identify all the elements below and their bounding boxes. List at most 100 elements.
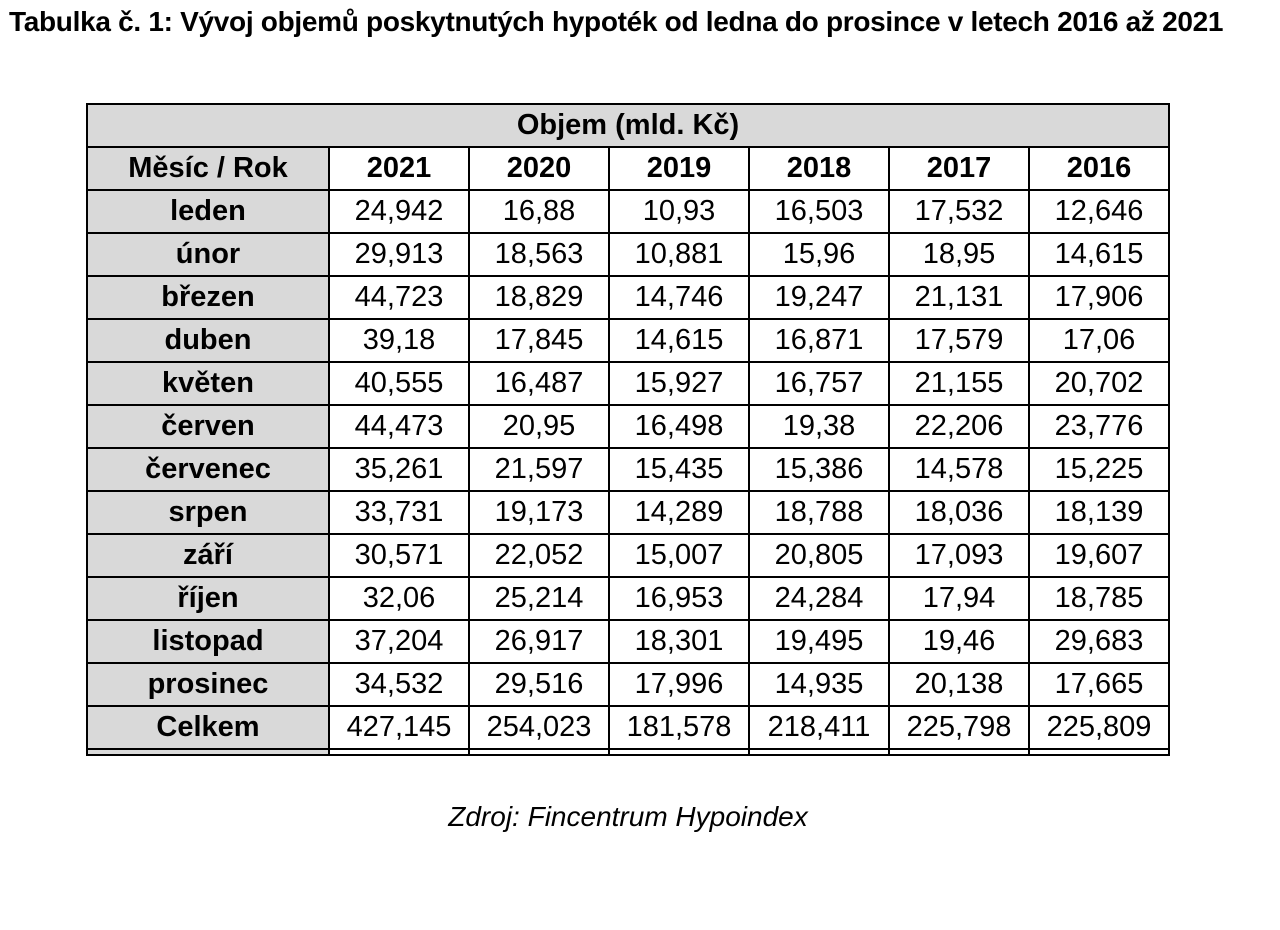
value-cell: 24,284 (748, 576, 890, 621)
table-row: duben 39,18 17,845 14,615 16,871 17,579 17,06 (86, 318, 1171, 363)
value-cell: 25,214 (468, 576, 610, 621)
value-cell: 16,953 (608, 576, 750, 621)
table-row: červenec 35,261 21,597 15,435 15,386 14,578 15… (86, 447, 1171, 492)
value-cell: 15,96 (748, 232, 890, 277)
source-note: Zdroj: Fincentrum Hypoindex (448, 801, 808, 832)
total-row: Celkem 427,145 254,023 181,578 218,411 2… (86, 705, 1171, 750)
cropped-partial-cell (1027, 748, 1171, 756)
table-row: leden 24,942 16,88 10,93 16,503 17,532 12,646 (86, 189, 1171, 234)
table-row: červen 44,473 20,95 16,498 19,38 22,206 23,776 (86, 404, 1171, 449)
value-cell: 17,093 (888, 533, 1030, 578)
value-cell: 18,139 (1027, 490, 1171, 535)
value-cell: 12,646 (1027, 189, 1171, 234)
value-cell: 17,906 (1027, 275, 1171, 320)
document-title: Tabulka č. 1: Vývoj objemů poskytnutých … (9, 6, 1224, 37)
month-label-cell: leden (86, 189, 330, 234)
month-label-cell: říjen (86, 576, 330, 621)
year-header-cell: 2016 (1027, 146, 1171, 191)
total-value-cell: 225,809 (1027, 705, 1171, 750)
mortgage-volume-table: Objem (mld. Kč) Měsíc / Rok 2021 2020 2019… (85, 103, 1171, 756)
value-cell: 24,942 (328, 189, 470, 234)
value-cell: 20,138 (888, 662, 1030, 707)
value-cell: 14,935 (748, 662, 890, 707)
cropped-partial-cell (608, 748, 750, 756)
value-cell: 16,88 (468, 189, 610, 234)
value-cell: 10,881 (608, 232, 750, 277)
total-value-cell: 254,023 (468, 705, 610, 750)
table-row: prosinec 34,532 29,516 17,996 14,935 20,138 17… (86, 662, 1171, 707)
value-cell: 44,723 (328, 275, 470, 320)
total-value-cell: 225,798 (888, 705, 1030, 750)
value-cell: 39,18 (328, 318, 470, 363)
table-row: srpen 33,731 19,173 14,289 18,788 18,036 18,13… (86, 490, 1171, 535)
value-cell: 18,829 (468, 275, 610, 320)
table-container: Objem (mld. Kč) Měsíc / Rok 2021 2020 2019… (85, 103, 1171, 756)
cropped-partial-cell (468, 748, 610, 756)
value-cell: 18,036 (888, 490, 1030, 535)
value-cell: 16,498 (608, 404, 750, 449)
value-cell: 14,746 (608, 275, 750, 320)
value-cell: 40,555 (328, 361, 470, 406)
value-cell: 30,571 (328, 533, 470, 578)
value-cell: 15,225 (1027, 447, 1171, 492)
value-cell: 14,615 (608, 318, 750, 363)
table-row: říjen 32,06 25,214 16,953 24,284 17,94 18,785 (86, 576, 1171, 621)
value-cell: 19,46 (888, 619, 1030, 664)
value-cell: 34,532 (328, 662, 470, 707)
year-header-cell: 2020 (468, 146, 610, 191)
corner-header-cell: Měsíc / Rok (86, 146, 330, 191)
value-cell: 20,805 (748, 533, 890, 578)
value-cell: 37,204 (328, 619, 470, 664)
value-cell: 20,95 (468, 404, 610, 449)
cropped-partial-cell (888, 748, 1030, 756)
value-cell: 19,495 (748, 619, 890, 664)
total-label-cell: Celkem (86, 705, 330, 750)
month-label-cell: červen (86, 404, 330, 449)
value-cell: 15,435 (608, 447, 750, 492)
value-cell: 18,563 (468, 232, 610, 277)
value-cell: 17,06 (1027, 318, 1171, 363)
value-cell: 17,579 (888, 318, 1030, 363)
table-row: únor 29,913 18,563 10,881 15,96 18,95 14,615 (86, 232, 1171, 277)
value-cell: 35,261 (328, 447, 470, 492)
value-cell: 16,871 (748, 318, 890, 363)
month-label-cell: duben (86, 318, 330, 363)
month-label-cell: září (86, 533, 330, 578)
cropped-partial-cell (328, 748, 470, 756)
value-cell: 19,607 (1027, 533, 1171, 578)
year-header-row: Měsíc / Rok 2021 2020 2019 2018 2017 2016 (86, 146, 1171, 191)
value-cell: 17,532 (888, 189, 1030, 234)
value-cell: 20,702 (1027, 361, 1171, 406)
value-cell: 44,473 (328, 404, 470, 449)
value-cell: 29,683 (1027, 619, 1171, 664)
table-row: listopad 37,204 26,917 18,301 19,495 19,46 29,… (86, 619, 1171, 664)
value-cell: 21,155 (888, 361, 1030, 406)
value-cell: 18,95 (888, 232, 1030, 277)
table-row: březen 44,723 18,829 14,746 19,247 21,131 17,9… (86, 275, 1171, 320)
cropped-partial-cell (748, 748, 890, 756)
month-label-cell: květen (86, 361, 330, 406)
value-cell: 14,578 (888, 447, 1030, 492)
month-label-cell: únor (86, 232, 330, 277)
month-label-cell: červenec (86, 447, 330, 492)
total-value-cell: 218,411 (748, 705, 890, 750)
value-cell: 22,206 (888, 404, 1030, 449)
value-cell: 17,996 (608, 662, 750, 707)
value-cell: 10,93 (608, 189, 750, 234)
table-title-row: Objem (mld. Kč) (85, 103, 1171, 148)
value-cell: 15,927 (608, 361, 750, 406)
month-label-cell: listopad (86, 619, 330, 664)
value-cell: 16,757 (748, 361, 890, 406)
value-cell: 18,788 (748, 490, 890, 535)
value-cell: 19,247 (748, 275, 890, 320)
table-row: květen 40,555 16,487 15,927 16,757 21,155 20,7… (86, 361, 1171, 406)
year-header-cell: 2017 (888, 146, 1030, 191)
year-header-cell: 2019 (608, 146, 750, 191)
year-header-cell: 2018 (748, 146, 890, 191)
value-cell: 21,597 (468, 447, 610, 492)
value-cell: 29,913 (328, 232, 470, 277)
month-label-cell: březen (86, 275, 330, 320)
value-cell: 16,487 (468, 361, 610, 406)
table-row: září 30,571 22,052 15,007 20,805 17,093 19,607 (86, 533, 1171, 578)
value-cell: 32,06 (328, 576, 470, 621)
